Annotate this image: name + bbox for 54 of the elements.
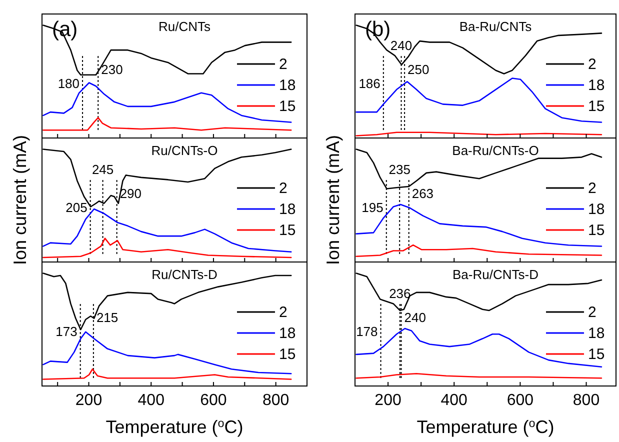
legend-label: 2 xyxy=(588,180,596,197)
legend-label: 18 xyxy=(279,325,296,342)
legend-label: 15 xyxy=(588,346,605,363)
x-tick-label: 600 xyxy=(506,392,534,409)
annotation: (b) xyxy=(365,18,391,41)
legend-label: 2 xyxy=(279,180,288,197)
y-axis-title: Ion current (mA) xyxy=(323,134,343,266)
chart-title: Ba-Ru/CNTs-D xyxy=(452,267,538,282)
x-tick-label: 800 xyxy=(262,392,290,409)
ref-line-label: 250 xyxy=(408,62,430,77)
legend-label: 2 xyxy=(279,56,288,73)
chart-title: Ba-Ru/CNTs-O xyxy=(452,143,539,158)
ref-line-label: 215 xyxy=(96,310,118,325)
legend-label: 15 xyxy=(279,98,296,115)
legend-label: 18 xyxy=(588,201,605,218)
ref-line-label: 290 xyxy=(120,186,142,201)
annotation: (a) xyxy=(52,18,78,41)
x-tick-label: 800 xyxy=(572,392,600,409)
legend-label: 2 xyxy=(279,304,288,321)
ref-line-label: 178 xyxy=(356,324,378,339)
legend-label: 15 xyxy=(279,346,296,363)
ref-line-label: 263 xyxy=(412,186,434,201)
chart-title: Ru/CNTs xyxy=(158,19,211,34)
legend-label: 2 xyxy=(588,56,596,73)
legend-label: 15 xyxy=(588,98,605,115)
x-tick-label: 200 xyxy=(75,392,102,409)
chart-title: Ru/CNTs-O xyxy=(151,143,218,158)
ref-line-label: 173 xyxy=(56,324,78,339)
ref-line-label: 240 xyxy=(390,38,412,53)
legend-label: 18 xyxy=(588,77,605,94)
x-axis-title: Temperature ($^{o}$C) xyxy=(416,416,554,437)
ref-line-label: 180 xyxy=(58,76,80,91)
ref-line-label: 195 xyxy=(362,200,384,215)
ref-line-label: 245 xyxy=(92,162,114,177)
legend-label: 18 xyxy=(588,325,605,342)
x-tick-label: 600 xyxy=(200,392,227,409)
chart-title: Ru/CNTs-D xyxy=(152,267,218,282)
x-tick-label: 400 xyxy=(138,392,165,409)
y-axis-title: Ion current (mA) xyxy=(10,134,30,266)
ref-line-label: 235 xyxy=(388,162,410,177)
legend-label: 18 xyxy=(279,201,296,218)
ref-line-label: 240 xyxy=(404,310,426,325)
legend-label: 15 xyxy=(279,222,296,239)
x-tick-label: 400 xyxy=(440,392,468,409)
legend-label: 15 xyxy=(588,222,605,239)
chart-title: Ba-Ru/CNTs xyxy=(459,19,532,34)
ref-line-label: 186 xyxy=(358,76,380,91)
x-axis-title: Temperature ($^{o}$C) xyxy=(106,416,244,437)
legend-label: 2 xyxy=(588,304,596,321)
ref-line-label: 230 xyxy=(101,62,123,77)
ref-line-label: 236 xyxy=(389,286,411,301)
legend-label: 18 xyxy=(279,77,296,94)
ref-line-label: 205 xyxy=(66,200,88,215)
x-tick-label: 200 xyxy=(374,392,402,409)
